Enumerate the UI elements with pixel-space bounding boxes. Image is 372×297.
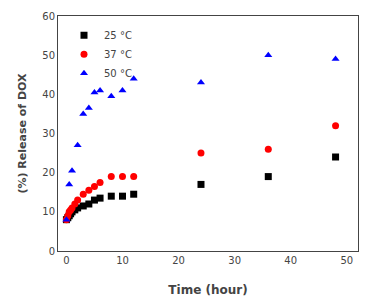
svg-text:0: 0 — [49, 246, 55, 257]
svg-text:Time (hour): Time (hour) — [168, 283, 247, 297]
svg-text:25 °C: 25 °C — [104, 30, 132, 41]
svg-text:50: 50 — [340, 255, 353, 266]
svg-text:0: 0 — [63, 255, 69, 266]
svg-text:20: 20 — [42, 167, 55, 178]
svg-text:40: 40 — [42, 89, 55, 100]
svg-text:30: 30 — [42, 128, 55, 139]
svg-text:10: 10 — [42, 206, 55, 217]
svg-text:40: 40 — [284, 255, 297, 266]
svg-text:30: 30 — [228, 255, 241, 266]
svg-text:60: 60 — [42, 11, 55, 22]
svg-text:50: 50 — [42, 50, 55, 61]
svg-text:10: 10 — [116, 255, 129, 266]
svg-text:(%) Release of DOX: (%) Release of DOX — [16, 73, 29, 194]
svg-text:20: 20 — [172, 255, 185, 266]
svg-text:50 °C: 50 °C — [104, 68, 132, 79]
svg-text:37 °C: 37 °C — [104, 49, 132, 60]
